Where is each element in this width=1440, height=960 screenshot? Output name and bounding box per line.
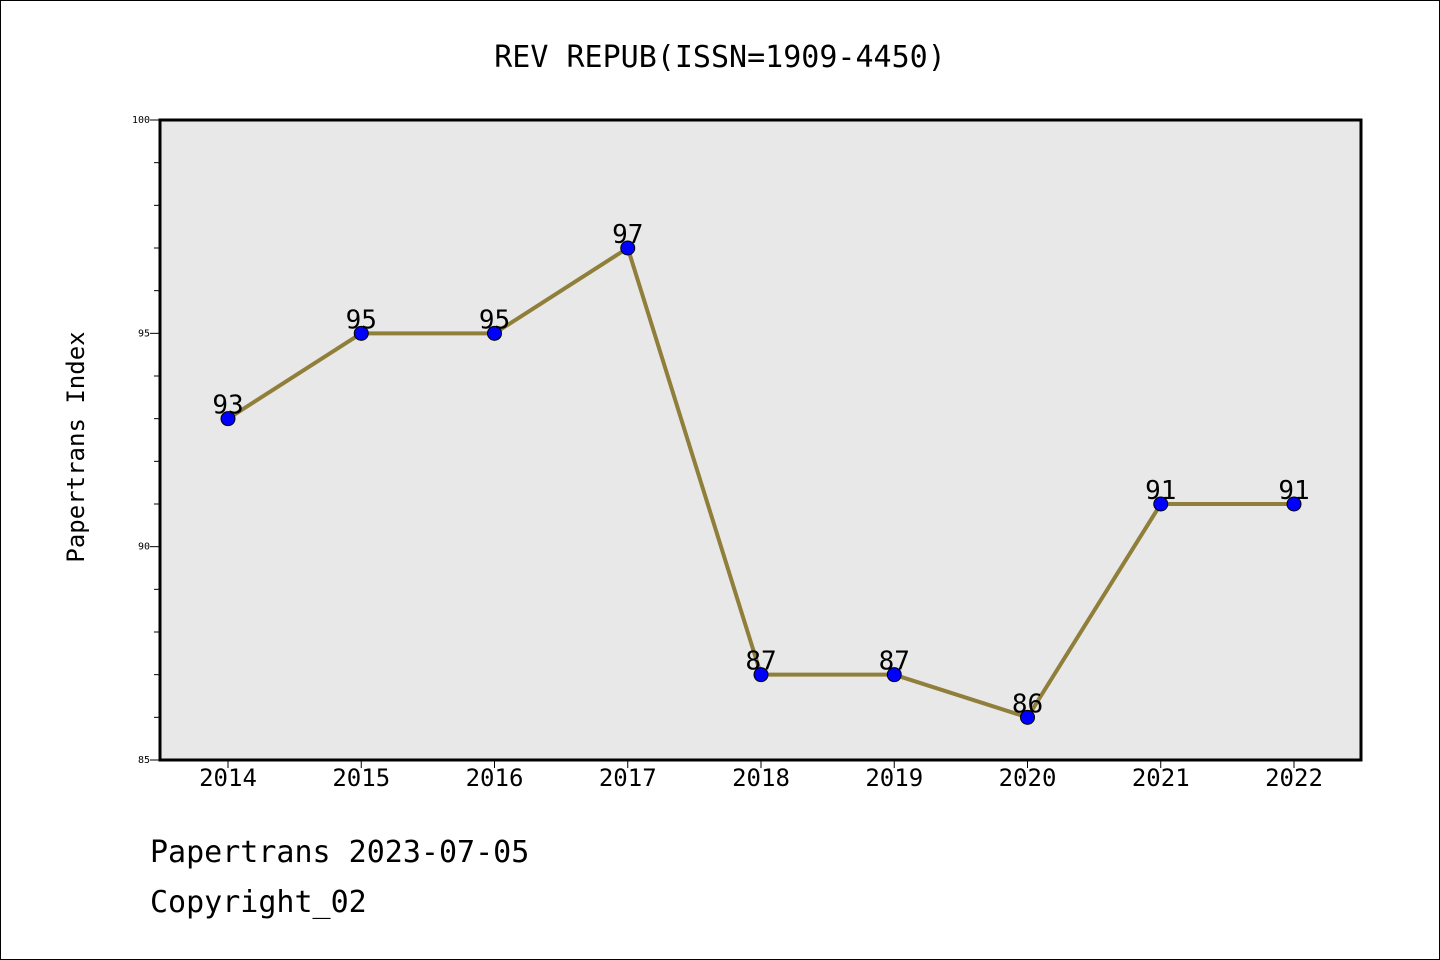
y-tick-label: 90 <box>138 542 150 553</box>
x-tick-label: 2020 <box>999 764 1057 792</box>
plot-area <box>158 118 1363 762</box>
data-point <box>220 411 236 427</box>
series-papertrans-index: 93 95 95 97 87 87 86 91 91 <box>212 220 1310 725</box>
x-tick-label: 2022 <box>1265 764 1323 792</box>
data-point <box>1153 496 1169 512</box>
x-tick-label: 2017 <box>599 764 657 792</box>
data-label: 97 <box>612 220 643 250</box>
data-label: 93 <box>212 391 243 421</box>
x-tick-label: 2018 <box>732 764 790 792</box>
x-tick-label: 2021 <box>1132 764 1190 792</box>
y-tick-label: 85 <box>138 755 150 766</box>
data-point <box>1020 709 1035 725</box>
data-point <box>753 667 769 683</box>
data-label: 87 <box>879 647 910 677</box>
data-point <box>353 325 369 341</box>
data-label: 86 <box>1012 689 1043 719</box>
x-tick-label: 2014 <box>199 764 257 792</box>
data-label: 95 <box>346 305 377 335</box>
data-point <box>620 240 636 256</box>
data-label: 87 <box>745 647 776 677</box>
data-point <box>1286 496 1302 512</box>
x-tick-label: 2019 <box>865 764 923 792</box>
footer-date: Papertrans 2023-07-05 <box>150 835 530 870</box>
footer-copyright: Copyright_02 <box>150 885 367 920</box>
x-tick-label: 2016 <box>466 764 524 792</box>
data-label: 95 <box>479 305 510 335</box>
data-point <box>886 667 902 683</box>
y-tick-label: 100 <box>132 115 150 126</box>
y-tick-label: 95 <box>138 328 150 339</box>
axes: 85 90 95 100 2014 2015 2016 2017 2018 2019 2020 202… <box>132 115 1323 792</box>
data-label: 91 <box>1278 476 1309 506</box>
data-label: 91 <box>1145 476 1176 506</box>
data-point <box>487 325 502 341</box>
chart-title: REV REPUB(ISSN=1909-4450) <box>494 40 946 75</box>
y-axis-label: Papertrans Index <box>62 331 90 562</box>
x-tick-label: 2015 <box>332 764 390 792</box>
